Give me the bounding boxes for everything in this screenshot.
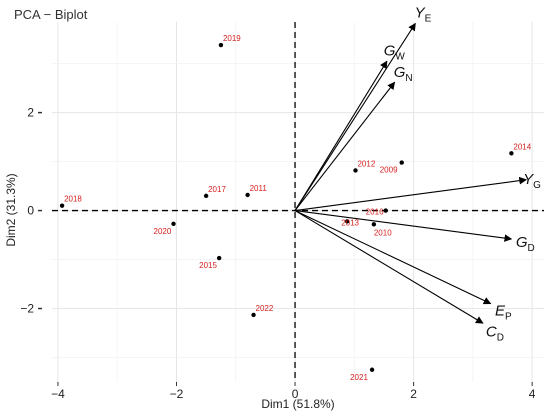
observation-points: [59, 42, 514, 372]
variable-arrow: [294, 22, 416, 211]
observation-label: 2018: [64, 195, 82, 204]
variable-label: GN: [394, 64, 413, 84]
x-axis-title: Dim1 (51.8%): [261, 397, 334, 411]
variable-arrow: [294, 81, 396, 211]
variable-label: YG: [523, 171, 541, 191]
variable-label: GD: [516, 234, 535, 254]
variable-label-main: Y: [415, 5, 426, 22]
grid: [52, 22, 544, 382]
variable-label-subscript: D: [527, 243, 534, 254]
variable-label-main: G: [394, 64, 406, 81]
variable-label-main: E: [495, 303, 506, 320]
observation-point: [371, 222, 377, 227]
observation-label: 2009: [380, 166, 398, 175]
x-tick-label: 4: [529, 387, 536, 401]
observation-label: 2022: [256, 304, 274, 313]
observation-labels: 2019 2014 2009 2012 2017 2011 2018 2020 2013 2016…: [64, 34, 532, 382]
variable-label: EP: [495, 303, 512, 323]
observation-label: 2019: [223, 34, 241, 43]
observation-label: 2015: [199, 261, 217, 270]
x-tick-label: −4: [51, 387, 65, 401]
variable-label-main: Y: [523, 171, 534, 188]
variable-label-main: G: [516, 234, 528, 251]
observation-label: 2012: [357, 159, 375, 168]
variable-label-subscript: D: [497, 332, 504, 343]
observation-point: [353, 168, 358, 173]
observation-label: 2016: [366, 208, 384, 217]
observation-label: 2011: [250, 184, 268, 193]
x-tick-label: −2: [170, 387, 184, 401]
variable-label-subscript: G: [533, 180, 541, 191]
observation-label: 2017: [208, 185, 226, 194]
observation-label: 2013: [341, 218, 359, 227]
y-tick-label: 0: [27, 204, 34, 218]
observation-point: [216, 255, 222, 261]
x-tick-label: 2: [410, 387, 417, 401]
observation-point: [171, 221, 176, 226]
variable-arrow: [294, 210, 484, 324]
observation-label: 2010: [374, 228, 392, 237]
y-tick-label: 2: [27, 106, 34, 120]
zero-lines: [52, 22, 544, 382]
observation-point: [383, 208, 388, 213]
observation-point: [399, 160, 404, 165]
observation-label: 2020: [154, 227, 172, 236]
variable-arrow: [294, 210, 513, 242]
variable-label-subscript: N: [405, 73, 412, 84]
x-tick-label: 0: [292, 387, 299, 401]
observation-point: [345, 219, 350, 224]
variable-arrow: [294, 176, 527, 212]
variable-arrow: [294, 210, 492, 305]
variable-label-subscript: P: [505, 312, 512, 323]
variable-label: YE: [415, 5, 432, 25]
variable-label-subscript: E: [425, 14, 432, 25]
observation-point: [509, 151, 514, 156]
observation-point: [369, 367, 375, 372]
observation-point: [59, 203, 65, 208]
variable-label: GW: [384, 42, 406, 62]
variable-label-main: G: [384, 42, 396, 59]
observation-label: 2014: [513, 142, 531, 151]
variable-arrow: [294, 60, 388, 211]
observation-point: [203, 193, 209, 199]
axis-ticks: −4 −2 0 2 4 −2 0 2: [20, 106, 535, 401]
variable-label-main: C: [486, 323, 497, 340]
variable-label-subscript: W: [395, 51, 405, 62]
variable-label: CD: [486, 323, 504, 343]
observation-point: [245, 192, 250, 198]
y-tick-label: −2: [20, 302, 34, 316]
chart-title: PCA − Biplot: [14, 7, 88, 22]
observation-label: 2021: [350, 373, 368, 382]
observation-point: [218, 42, 224, 48]
observation-point: [251, 312, 256, 318]
y-axis-title: Dim2 (31.3%): [4, 173, 18, 246]
